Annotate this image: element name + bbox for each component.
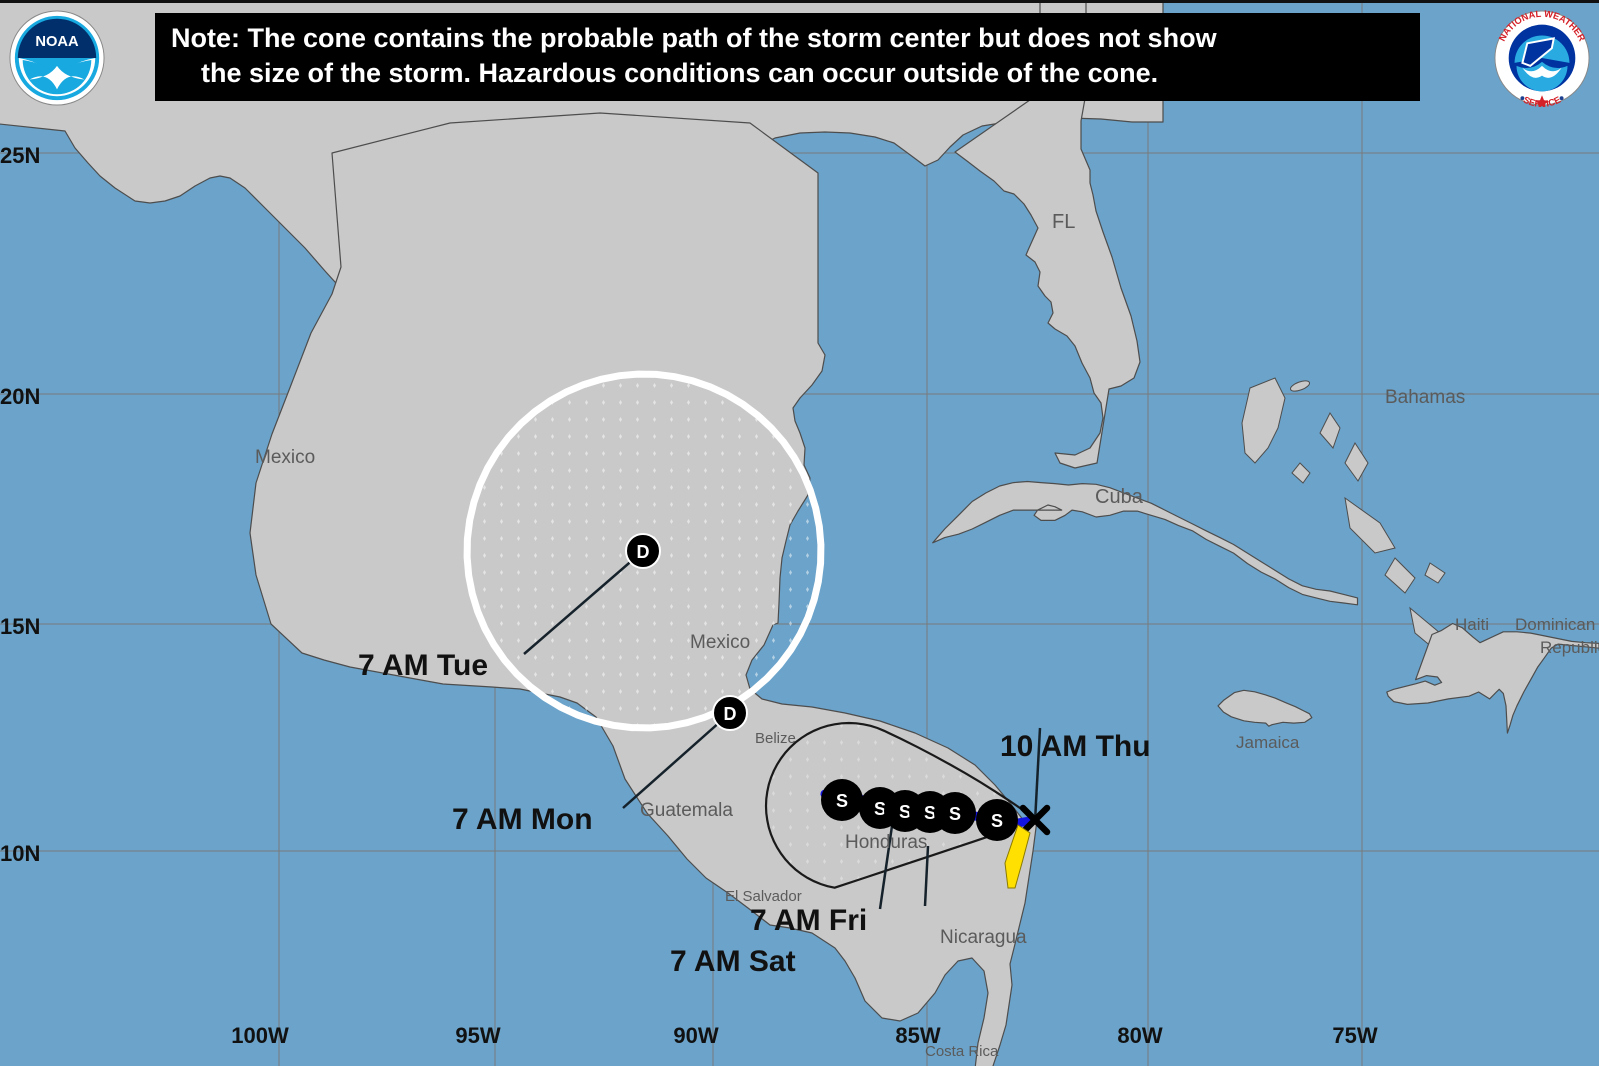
svg-text:7 AM Tue: 7 AM Tue bbox=[358, 649, 488, 682]
svg-text:D: D bbox=[637, 542, 650, 562]
svg-text:Cuba: Cuba bbox=[1095, 486, 1144, 508]
svg-text:Dominican: Dominican bbox=[1515, 615, 1595, 634]
svg-text:Mexico: Mexico bbox=[255, 447, 315, 468]
svg-text:10N: 10N bbox=[0, 841, 40, 866]
svg-text:100W: 100W bbox=[231, 1023, 289, 1048]
svg-text:Nicaragua: Nicaragua bbox=[940, 927, 1027, 948]
svg-text:80W: 80W bbox=[1117, 1023, 1162, 1048]
svg-text:FL: FL bbox=[1052, 211, 1075, 233]
svg-text:Haiti: Haiti bbox=[1455, 615, 1489, 634]
svg-text:7 AM Fri: 7 AM Fri bbox=[750, 904, 867, 937]
svg-text:90W: 90W bbox=[673, 1023, 718, 1048]
svg-text:D: D bbox=[724, 704, 737, 724]
svg-text:NOAA: NOAA bbox=[35, 34, 79, 50]
svg-text:S: S bbox=[991, 811, 1003, 831]
svg-text:El Salvador: El Salvador bbox=[725, 888, 802, 905]
svg-text:7 AM Mon: 7 AM Mon bbox=[452, 803, 593, 836]
svg-text:10 AM Thu: 10 AM Thu bbox=[1000, 730, 1151, 763]
svg-text:Mexico: Mexico bbox=[690, 632, 750, 653]
svg-text:Honduras: Honduras bbox=[845, 832, 927, 853]
svg-text:20N: 20N bbox=[0, 384, 40, 409]
svg-text:7 AM Sat: 7 AM Sat bbox=[670, 945, 796, 978]
svg-text:S: S bbox=[836, 791, 848, 811]
svg-text:S: S bbox=[949, 804, 961, 824]
svg-text:Costa Rica: Costa Rica bbox=[925, 1043, 999, 1060]
svg-text:75W: 75W bbox=[1332, 1023, 1377, 1048]
svg-text:Republic: Republic bbox=[1540, 638, 1599, 657]
svg-text:Bahamas: Bahamas bbox=[1385, 387, 1465, 408]
svg-text:95W: 95W bbox=[455, 1023, 500, 1048]
svg-text:15N: 15N bbox=[0, 614, 40, 639]
svg-text:Guatemala: Guatemala bbox=[640, 800, 733, 821]
svg-text:Jamaica: Jamaica bbox=[1236, 733, 1300, 752]
svg-text:25N: 25N bbox=[0, 143, 40, 168]
svg-text:Belize: Belize bbox=[755, 730, 796, 747]
